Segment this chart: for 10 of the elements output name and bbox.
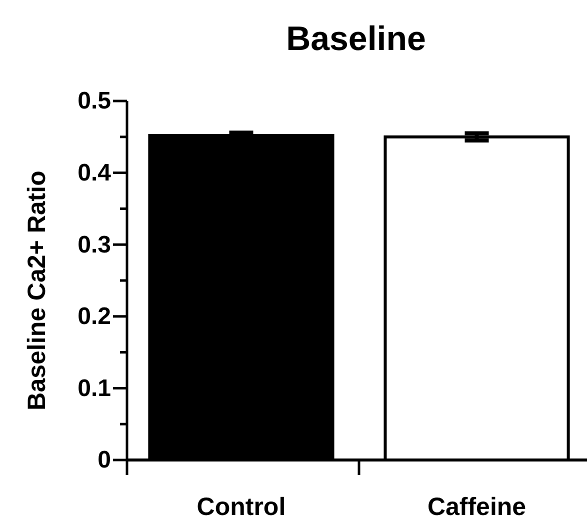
chart-title: Baseline — [286, 20, 426, 58]
y-tick-label: 0.1 — [78, 374, 111, 402]
y-axis-title: Baseline Ca2+ Ratio — [23, 170, 51, 410]
x-tick-label: Caffeine — [427, 493, 526, 519]
y-tick-label: 0.4 — [78, 159, 112, 186]
y-tick-label: 0.5 — [78, 88, 111, 115]
y-tick-label: 0 — [98, 446, 111, 474]
y-tick-label: 0.2 — [78, 303, 111, 330]
x-tick-label: Control — [196, 493, 286, 519]
y-tick-label: 0.3 — [78, 231, 111, 258]
